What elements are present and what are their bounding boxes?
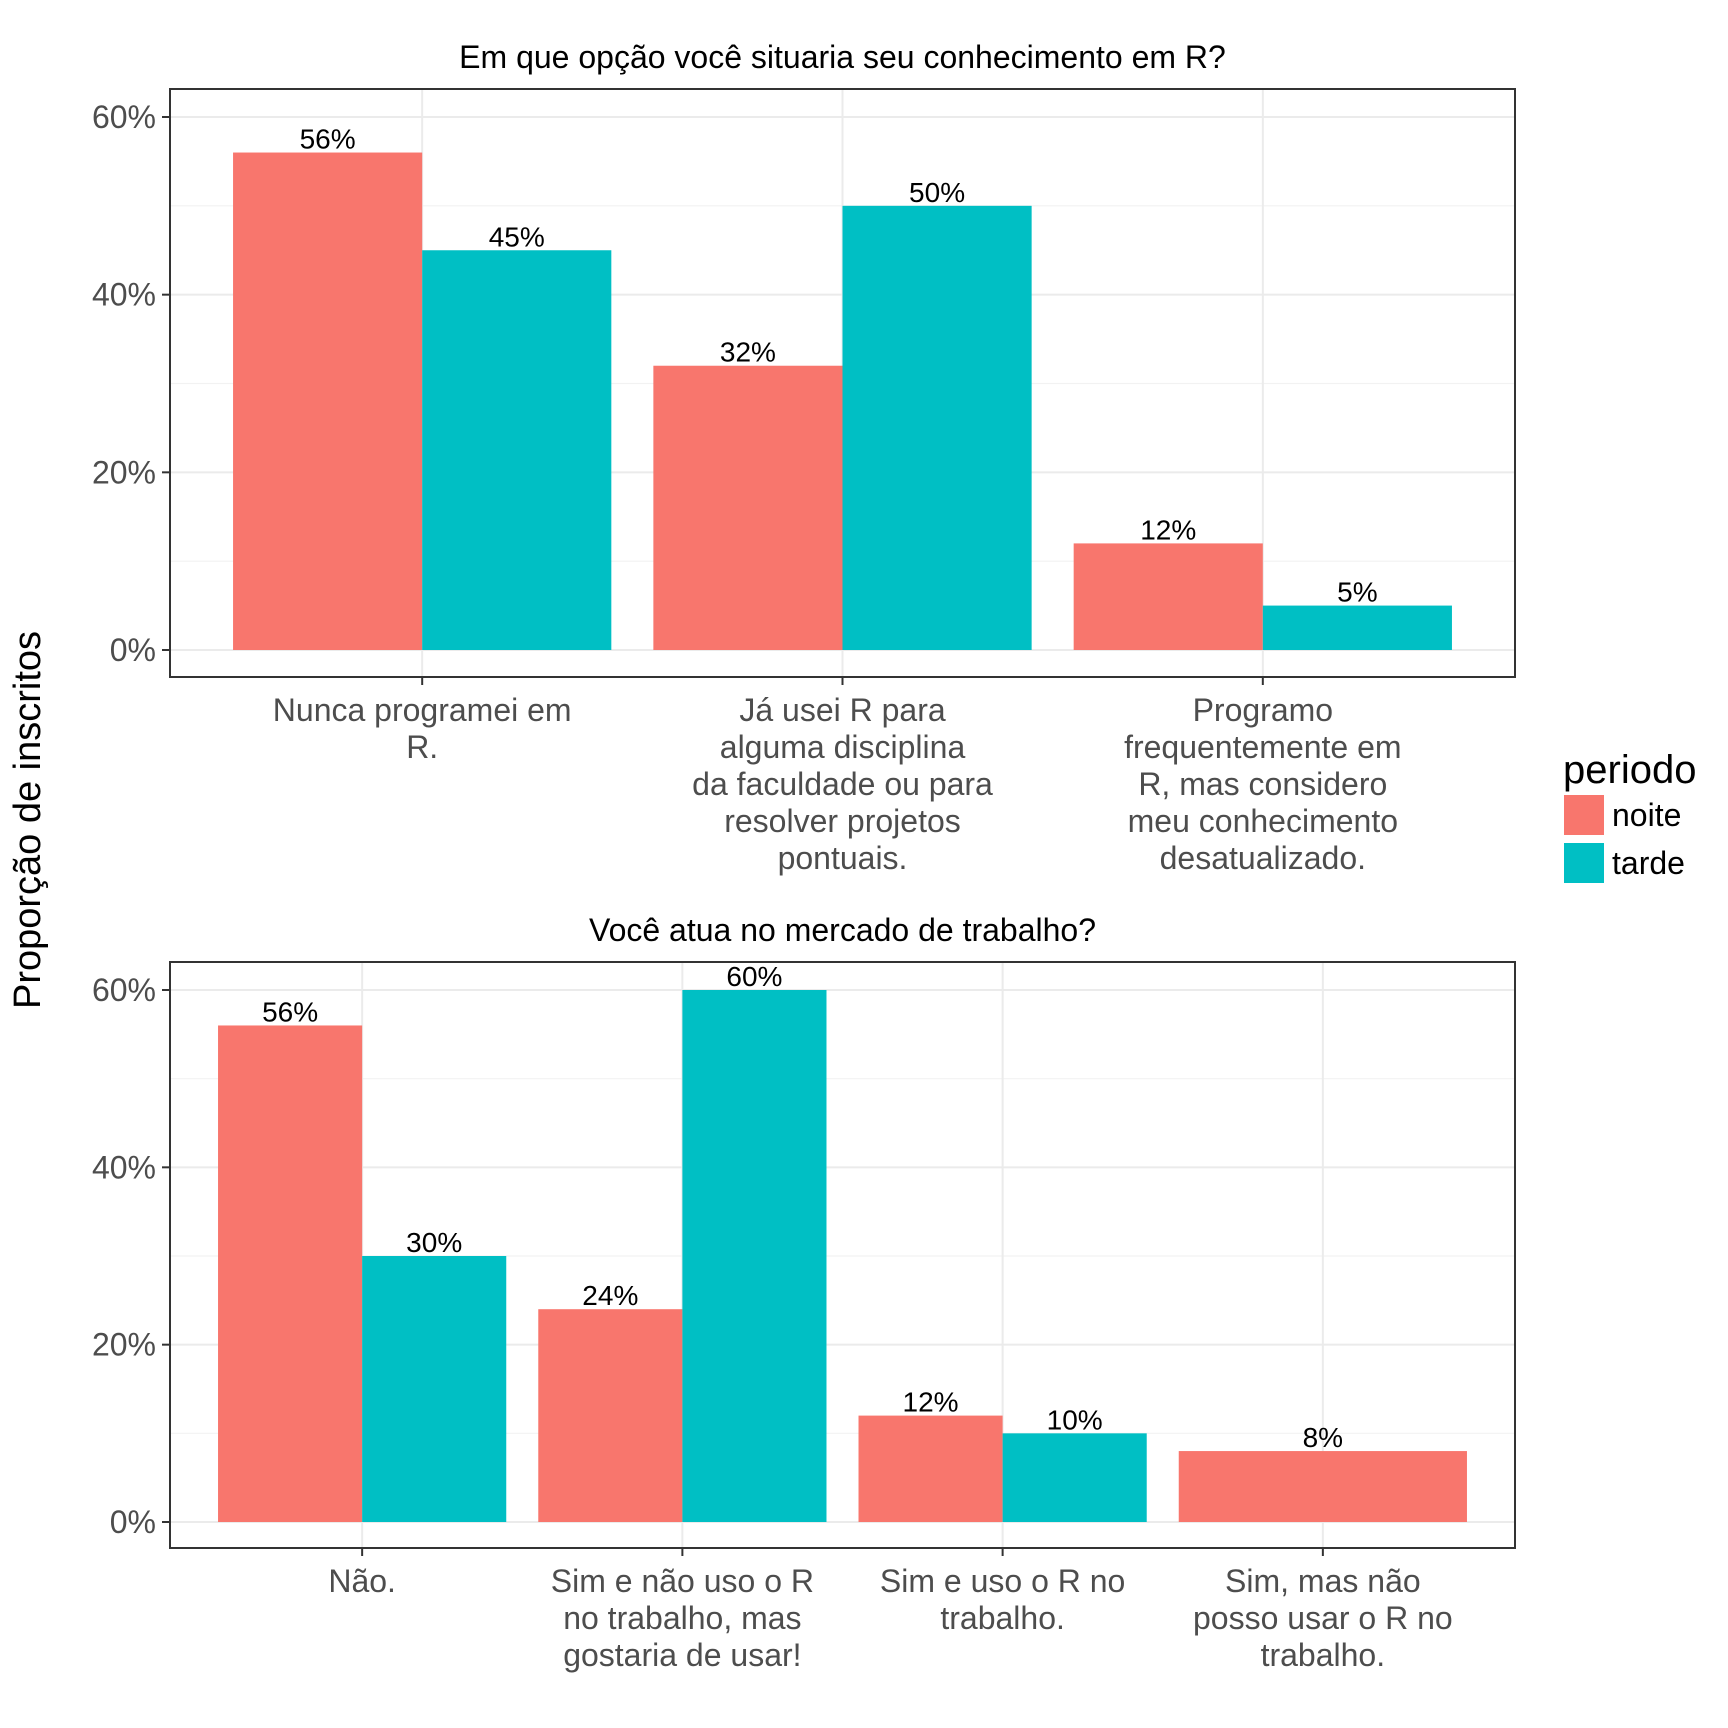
panel-2: 56% 24% 12% 8% 30% 60% 10% 0% 20% 40% 60% Não. Sim e… [92,912,1516,1673]
legend: periodo noite tarde [1563,748,1696,883]
bar-noite [218,1025,363,1522]
bar-value-label: 32% [720,337,776,368]
legend-label-noite: noite [1612,797,1681,833]
x-tick-label: Nunca programei em R. [273,692,572,765]
x-tick-label: Já usei R para alguma disciplina da faculd… [692,692,993,876]
bar-tarde [1002,1433,1147,1522]
y-tick-label: 40% [92,277,156,313]
bar-noite [858,1415,1003,1522]
legend-key-tarde [1564,843,1604,883]
legend-title: periodo [1563,748,1696,792]
y-tick-label: 0% [110,632,156,668]
bar-value-label: 50% [909,177,965,208]
x-tick-label: Programo frequentemente em R, mas consider… [1124,692,1402,876]
x-tick-label: Sim e uso o R no trabalho. [880,1563,1125,1636]
y-tick-label: 60% [92,99,156,135]
bar-noite [538,1309,683,1522]
y-tick-label: 40% [92,1149,156,1185]
panel-1: 56% 32% 12% 45% 50% 5% 0% 20% 40% 60% Nunca progra… [92,39,1516,876]
y-tick-label: 0% [110,1504,156,1540]
bar-value-label: 60% [726,961,782,992]
bar-tarde [1262,605,1452,650]
bar-value-label: 45% [489,221,545,252]
bar-tarde [422,250,612,650]
legend-label-tarde: tarde [1612,845,1685,881]
bar-value-label: 24% [582,1280,638,1311]
x-tick-label: Sim, mas não posso usar o R no trabalho. [1193,1563,1453,1673]
bar-value-label: 56% [262,996,318,1027]
bar-value-label: 5% [1337,577,1377,608]
bar-value-label: 12% [903,1387,959,1418]
y-tick-label: 60% [92,972,156,1008]
legend-key-noite [1564,795,1604,835]
bar-noite [1073,543,1263,650]
panel-title: Você atua no mercado de trabalho? [589,912,1096,948]
bar-tarde [842,205,1032,651]
bar-value-label: 10% [1047,1404,1103,1435]
bar-value-label: 56% [300,124,356,155]
y-tick-label: 20% [92,454,156,490]
bar-tarde [362,1256,507,1522]
bar-value-label: 12% [1140,514,1196,545]
panel-border [169,961,1516,1549]
bar-noite [233,152,423,651]
x-tick-label: Não. [328,1563,396,1599]
panel-title: Em que opção você situaria seu conhecime… [459,39,1226,75]
y-axis-title: Proporção de inscritos [7,631,49,1009]
bar-value-label: 8% [1303,1422,1343,1453]
bar-tarde [682,990,827,1522]
bar-value-label: 30% [406,1227,462,1258]
bar-noite [1178,1451,1467,1522]
bar-noite [653,365,843,650]
y-tick-label: 20% [92,1327,156,1363]
